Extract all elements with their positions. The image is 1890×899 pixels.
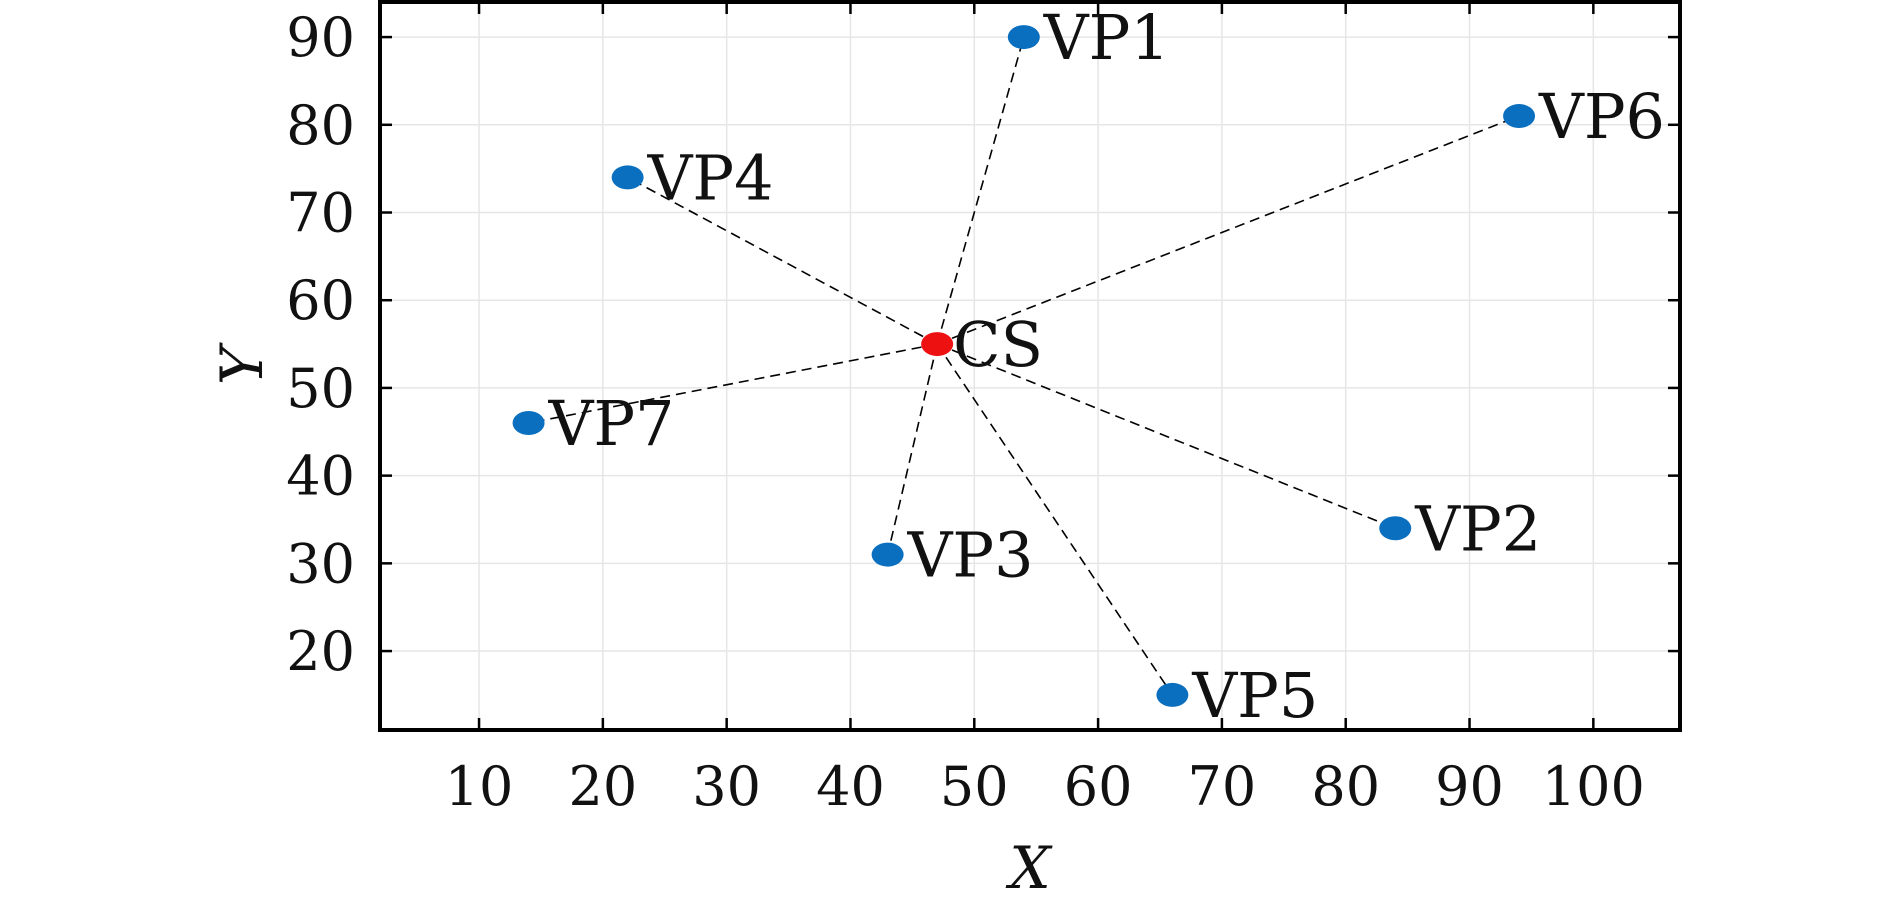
point-label-vp4: VP4	[647, 141, 774, 214]
x-tick-label: 40	[816, 755, 885, 818]
point-label-vp7: VP7	[548, 387, 675, 460]
x-tick-label: 60	[1064, 755, 1133, 818]
x-tick-label: 90	[1435, 755, 1504, 818]
point-label-vp5: VP5	[1191, 659, 1318, 732]
x-tick-label: 80	[1311, 755, 1380, 818]
x-tick-label: 50	[940, 755, 1009, 818]
connection-lines	[528, 36, 1520, 696]
point-vp6	[1503, 104, 1536, 129]
x-tick-label: 70	[1188, 755, 1257, 818]
y-tick-label: 30	[286, 532, 355, 595]
point-cs	[921, 332, 954, 357]
connection-line-vp6	[936, 115, 1520, 345]
point-vp2	[1379, 516, 1412, 541]
connection-line-vp3	[886, 343, 938, 555]
y-tick-label: 40	[286, 445, 355, 508]
connection-line-vp2	[936, 343, 1396, 530]
x-tick-label: 20	[568, 755, 637, 818]
connection-line-vp1	[936, 36, 1025, 345]
x-tick-label: 10	[445, 755, 514, 818]
point-label-vp6: VP6	[1538, 80, 1665, 153]
point-vp4	[611, 165, 644, 190]
point-vp3	[871, 542, 904, 567]
axis-ticks: 10 20 30 40 50 60 70 80 90 100 20 30 40 50 60 70 80 90	[286, 2, 1680, 818]
connection-line-vp5	[936, 343, 1174, 696]
point-labels: VP1 VP2 VP3 VP4 VP5 VP6 VP7 CS	[548, 1, 1665, 732]
y-tick-label: 70	[286, 182, 355, 245]
connection-line-vp4	[627, 176, 938, 345]
data-points	[512, 25, 1536, 707]
point-vp1	[1007, 25, 1040, 50]
y-tick-label: 80	[286, 94, 355, 157]
y-axis-label: Y	[208, 342, 276, 385]
y-tick-label: 50	[286, 357, 355, 420]
x-axis-label: X	[1005, 834, 1053, 899]
point-vp5	[1156, 682, 1189, 707]
point-label-vp1: VP1	[1043, 1, 1170, 74]
point-vp7	[512, 411, 545, 436]
x-tick-label: 30	[692, 755, 761, 818]
y-tick-label: 60	[286, 269, 355, 332]
connection-line-vp7	[528, 343, 938, 424]
point-label-cs: CS	[953, 308, 1043, 381]
point-label-vp3: VP3	[907, 519, 1034, 592]
plot-frame	[378, 0, 1682, 732]
y-tick-label: 90	[286, 6, 355, 69]
y-tick-label: 20	[286, 620, 355, 683]
x-tick-label: 100	[1542, 755, 1645, 818]
point-label-vp2: VP2	[1414, 492, 1541, 565]
